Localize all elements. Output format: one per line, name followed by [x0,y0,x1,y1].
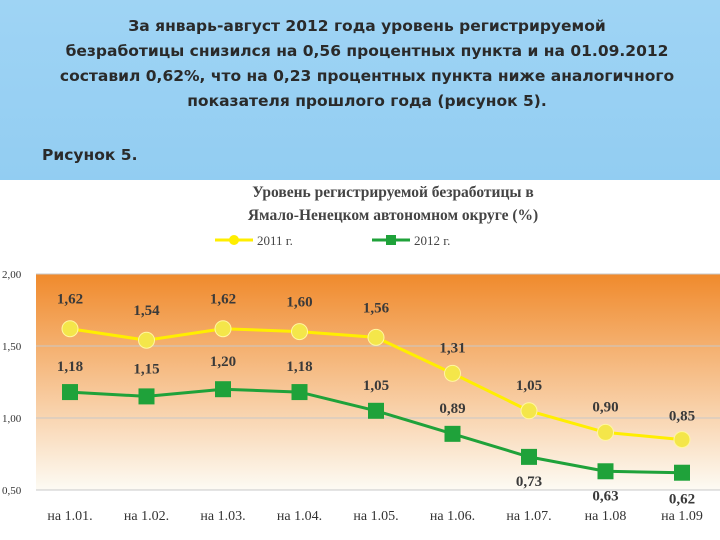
x-tick-label: на 1.09 [661,509,703,524]
y-tick-label: 1,00 [2,413,22,425]
label-2012-0: 1,18 [57,359,83,375]
label-2012-1: 1,15 [133,361,159,377]
label-2011-4: 1,56 [363,300,390,316]
label-2011-6: 1,05 [516,378,542,394]
point-2011-6 [520,402,538,420]
legend-marker-0 [229,235,239,245]
label-2011-0: 1,62 [57,292,83,308]
point-2012-2 [215,381,231,398]
point-2012-8 [674,464,690,481]
label-2012-6: 0,73 [516,474,542,490]
label-2012-2: 1,20 [210,354,236,370]
point-2012-5 [444,425,461,442]
y-tick-label: 1,50 [2,341,22,353]
point-2012-7 [597,463,614,480]
point-2011-8 [673,431,691,449]
x-tick-label: на 1.01. [47,509,92,524]
legend-label-0: 2011 г. [257,233,293,248]
label-2011-7: 0,90 [592,399,618,415]
y-tick-label: 0,50 [2,485,22,497]
slide-paragraph: За январь-август 2012 года уровень регис… [59,17,675,110]
x-tick-label: на 1.06. [430,509,475,524]
chart-title-line: Ямало-Ненецком автономном округе (%) [248,207,538,224]
label-2011-3: 1,60 [286,295,312,311]
figure-caption: Рисунок 5. [42,146,138,164]
point-2011-2 [214,320,232,338]
point-2012-4 [368,402,384,419]
label-2012-7: 0,63 [592,488,618,504]
legend-label-1: 2012 г. [414,233,450,248]
point-2012-0 [62,384,78,401]
chart-title-line: Уровень регистрируемой безработицы в [252,184,533,201]
point-2011-0 [61,320,79,338]
label-2011-2: 1,62 [210,292,236,308]
point-2011-4 [367,328,385,346]
point-2011-5 [444,364,461,382]
unemployment-line-chart: 2,00 1,50 1,00 0,50 Уровень регистрируемой … [0,180,720,540]
x-tick-label: на 1.05. [353,509,398,524]
y-tick-label: 2,00 [2,269,22,281]
legend-marker-1 [386,235,396,245]
point-2012-6 [521,448,537,465]
label-2012-4: 1,05 [363,378,389,394]
point-2011-3 [291,323,308,341]
x-tick-label: на 1.03. [200,509,245,524]
label-2012-5: 0,89 [439,401,465,417]
x-tick-label: на 1.04. [277,509,322,524]
point-2012-3 [291,384,308,401]
x-tick-label: на 1.08 [585,509,627,524]
x-tick-label: на 1.02. [124,509,169,524]
point-2011-7 [597,423,614,441]
point-2011-1 [138,331,155,349]
plot-area [36,274,720,490]
label-2012-3: 1,18 [286,359,312,375]
x-tick-label: на 1.07. [506,509,551,524]
label-2012-8: 0,62 [669,492,695,508]
point-2012-1 [138,388,155,405]
label-2011-5: 1,31 [439,340,465,356]
label-2011-1: 1,54 [133,303,160,319]
label-2011-8: 0,85 [669,409,695,425]
